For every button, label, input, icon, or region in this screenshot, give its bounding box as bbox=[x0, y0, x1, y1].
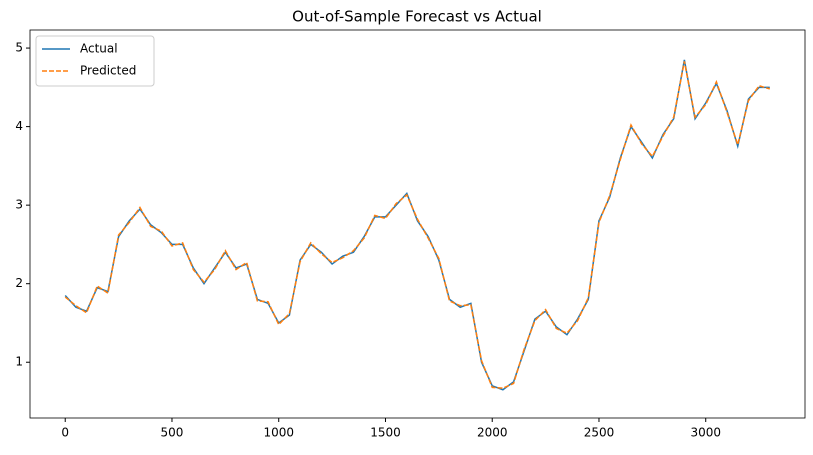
legend-label: Predicted bbox=[80, 64, 136, 78]
x-tick-label: 1500 bbox=[370, 426, 401, 440]
legend-label: Actual bbox=[80, 42, 118, 56]
x-tick-label: 2000 bbox=[477, 426, 508, 440]
y-tick-label: 2 bbox=[15, 276, 23, 290]
chart-title: Out-of-Sample Forecast vs Actual bbox=[292, 8, 542, 26]
x-tick-label: 2500 bbox=[584, 426, 615, 440]
series-line bbox=[64, 61, 770, 389]
plot-frame bbox=[29, 29, 806, 419]
x-tick-label: 1000 bbox=[263, 426, 294, 440]
x-tick-label: 0 bbox=[61, 426, 69, 440]
y-tick-label: 1 bbox=[15, 355, 23, 369]
y-tick-label: 4 bbox=[15, 119, 23, 133]
y-tick-label: 5 bbox=[15, 41, 23, 55]
y-tick-label: 3 bbox=[15, 198, 23, 212]
x-tick-label: 3000 bbox=[690, 426, 721, 440]
x-tick-label: 500 bbox=[161, 426, 184, 440]
series-line bbox=[64, 59, 770, 391]
